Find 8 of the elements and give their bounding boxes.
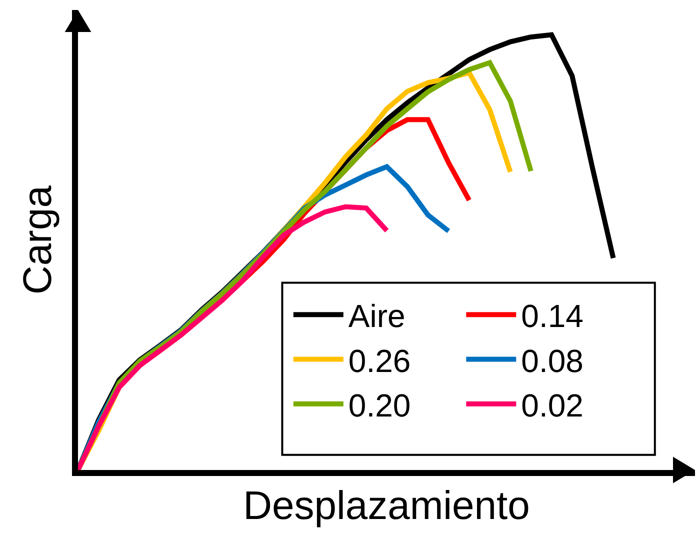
- legend-label: 0.26: [348, 342, 411, 379]
- legend-label: 0.02: [521, 387, 584, 424]
- legend-label: 0.20: [348, 387, 411, 424]
- y-axis-title: Carga: [16, 184, 60, 294]
- x-axis-title: Desplazamiento: [243, 484, 530, 528]
- legend-label: 0.14: [521, 298, 584, 334]
- legend-label: Aire: [348, 298, 406, 334]
- legend-label: 0.08: [521, 342, 584, 379]
